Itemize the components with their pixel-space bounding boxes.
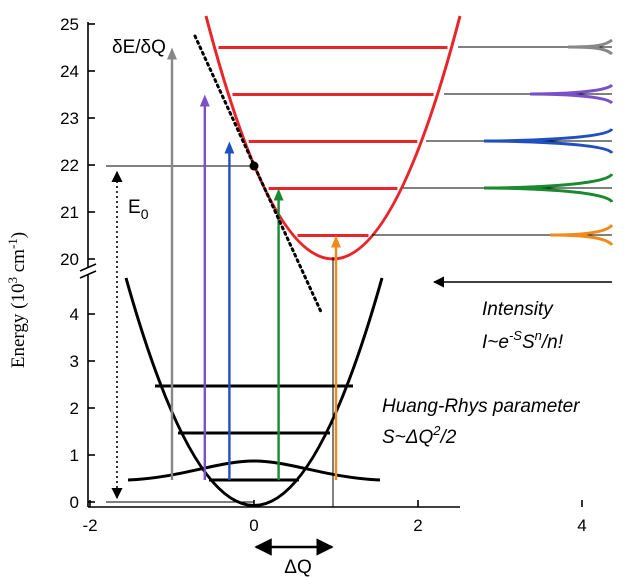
spectral-peak [529, 83, 614, 105]
y-axis-label-main: Energy (10 [8, 284, 29, 369]
y-tick-label: 21 [60, 203, 79, 222]
x-axis-label: ΔQ [284, 557, 311, 577]
y-tick-label: 0 [70, 493, 79, 512]
x-tick-label: 2 [413, 516, 422, 535]
transition-arrow [224, 141, 235, 480]
e0-label: E0 [128, 197, 149, 222]
transition-arrow [199, 94, 210, 480]
spectrum [372, 38, 614, 288]
y-tick-label: 22 [60, 156, 79, 175]
y-tick-label: 20 [60, 250, 79, 269]
spectral-peak [549, 223, 614, 247]
spectral-peak [483, 172, 614, 204]
vertical-transitions [167, 47, 341, 480]
intensity-formula: I~e-SSn/n! [482, 328, 564, 353]
y-axis-label-exp1: 3 [5, 277, 20, 284]
transition-arrow [273, 188, 284, 480]
y-tick-label: 4 [70, 305, 79, 324]
y-tick-label: 24 [60, 62, 79, 81]
x-tick-label: 4 [577, 516, 586, 535]
e0-point [249, 161, 259, 171]
y-tick-label: 3 [70, 352, 79, 371]
y-axis-label-end: ) [8, 232, 29, 238]
ground-state-potential [124, 277, 384, 507]
y-axis-label: Energy (103 cm-1) [5, 232, 29, 368]
y-tick-label: 25 [60, 15, 79, 34]
excited-state [204, 15, 462, 507]
x-tick-label: -2 [82, 516, 97, 535]
ground-state-wavefunction [127, 459, 381, 482]
intensity-title: Intensity [482, 299, 554, 320]
huang-rhys-formula: S~ΔQ2/2 [382, 423, 457, 448]
x-tick-label: 0 [249, 516, 258, 535]
spectral-peak [483, 127, 614, 155]
slope-label: δE/δQ [112, 37, 166, 58]
y-tick-label: 2 [70, 399, 79, 418]
ground-state-levels [155, 384, 353, 482]
y-axis-label-mid: cm [8, 249, 29, 277]
excited-state-levels [218, 46, 448, 237]
excited-state-potential [204, 15, 462, 261]
slope-tangent [193, 34, 324, 316]
y-axis-label-exp2: -1 [5, 238, 20, 249]
huang-rhys-title: Huang-Rhys parameter [382, 396, 580, 417]
y-tick-label: 23 [60, 109, 79, 128]
spectral-peaks [483, 38, 614, 247]
transition-arrow [331, 235, 341, 480]
transition-arrow [167, 47, 177, 480]
axis-break [79, 263, 97, 279]
ground-state [124, 277, 384, 507]
spectral-peak [567, 38, 613, 56]
y-tick-label: 1 [70, 446, 79, 465]
